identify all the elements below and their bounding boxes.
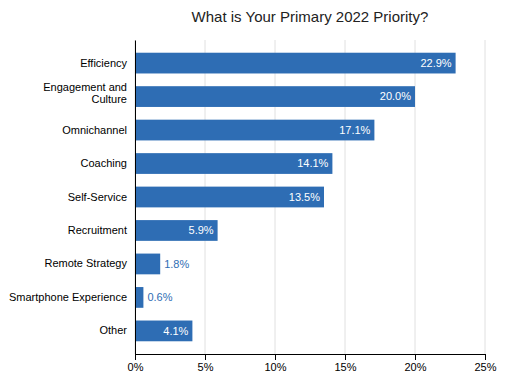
x-tick-mark [345, 354, 346, 360]
bars [135, 53, 456, 342]
title: What is Your Primary 2022 Priority? [192, 8, 429, 25]
x-tick-label: 5% [198, 361, 214, 373]
x-tick-label: 20% [404, 361, 426, 373]
data-label: 14.1% [297, 157, 328, 169]
x-tick-mark [485, 354, 486, 360]
y-tick: Other [99, 324, 127, 336]
bar [135, 220, 218, 241]
bar [135, 153, 332, 174]
grid-line [135, 40, 136, 354]
data-label: 13.5% [289, 191, 320, 203]
bar [135, 287, 143, 308]
y-tick: Efficiency [80, 57, 127, 69]
y-tick-label: Omnichannel [62, 124, 127, 136]
data-label: 17.1% [339, 124, 370, 136]
bar [135, 187, 324, 208]
y-tick-label: Smartphone Experience [9, 291, 127, 303]
x-tick-mark [135, 354, 136, 360]
x-axis: 0% 5% 10% 15% 20% 25% [128, 354, 497, 373]
y-tick-label: Self-Service [68, 191, 127, 203]
y-tick-label: Coaching [81, 157, 127, 169]
y-axis-line [135, 41, 136, 355]
y-tick-label: Recruitment [68, 224, 127, 236]
x-tick-mark [275, 354, 276, 360]
x-tick: 10% [264, 354, 286, 373]
y-tick-label: Engagement andCulture [43, 81, 127, 105]
y-axis: Other Smartphone Experience Remote Strateg… [9, 41, 136, 355]
data-label: 5.9% [189, 224, 214, 236]
chart: What is Your Primary 2022 Priority? 0% 5% 1… [0, 0, 509, 384]
x-tick-mark [415, 354, 416, 360]
bar [135, 321, 192, 342]
x-tick-label: 15% [334, 361, 356, 373]
y-tick: Omnichannel [62, 124, 127, 136]
x-tick-label: 25% [474, 361, 496, 373]
grid-line [485, 40, 486, 354]
data-label: 0.6% [147, 291, 172, 303]
y-tick: Coaching [81, 157, 127, 169]
grid [135, 40, 485, 354]
data-label: 4.1% [163, 325, 188, 337]
x-tick: 0% [128, 354, 144, 373]
x-tick: 5% [198, 354, 214, 373]
y-tick: Recruitment [68, 224, 127, 236]
x-tick-label: 10% [264, 361, 286, 373]
y-tick: Engagement andCulture [43, 81, 127, 105]
x-tick-label: 0% [128, 361, 144, 373]
bar [135, 86, 415, 107]
data-labels: 4.1% 0.6% 1.8% 5.9% 13.5% 14.1% 17.1% 20.0% 22.9… [147, 57, 451, 337]
bar [135, 254, 160, 275]
y-tick-label: Efficiency [80, 57, 127, 69]
data-label: 1.8% [164, 258, 189, 270]
data-label: 20.0% [380, 90, 411, 102]
y-tick: Remote Strategy [44, 257, 127, 269]
x-tick: 15% [334, 354, 356, 373]
y-tick-label: Remote Strategy [44, 257, 127, 269]
y-tick: Smartphone Experience [9, 291, 127, 303]
data-label: 22.9% [420, 57, 451, 69]
bar [135, 120, 374, 141]
y-tick-label: Other [99, 324, 127, 336]
x-tick-mark [205, 354, 206, 360]
x-tick: 20% [404, 354, 426, 373]
bar [135, 53, 456, 74]
x-tick: 25% [474, 354, 496, 373]
y-tick: Self-Service [68, 191, 127, 203]
plot: 0% 5% 10% 15% 20% 25% Other Smartphone Experien… [9, 40, 497, 373]
x-axis-line [136, 355, 486, 361]
